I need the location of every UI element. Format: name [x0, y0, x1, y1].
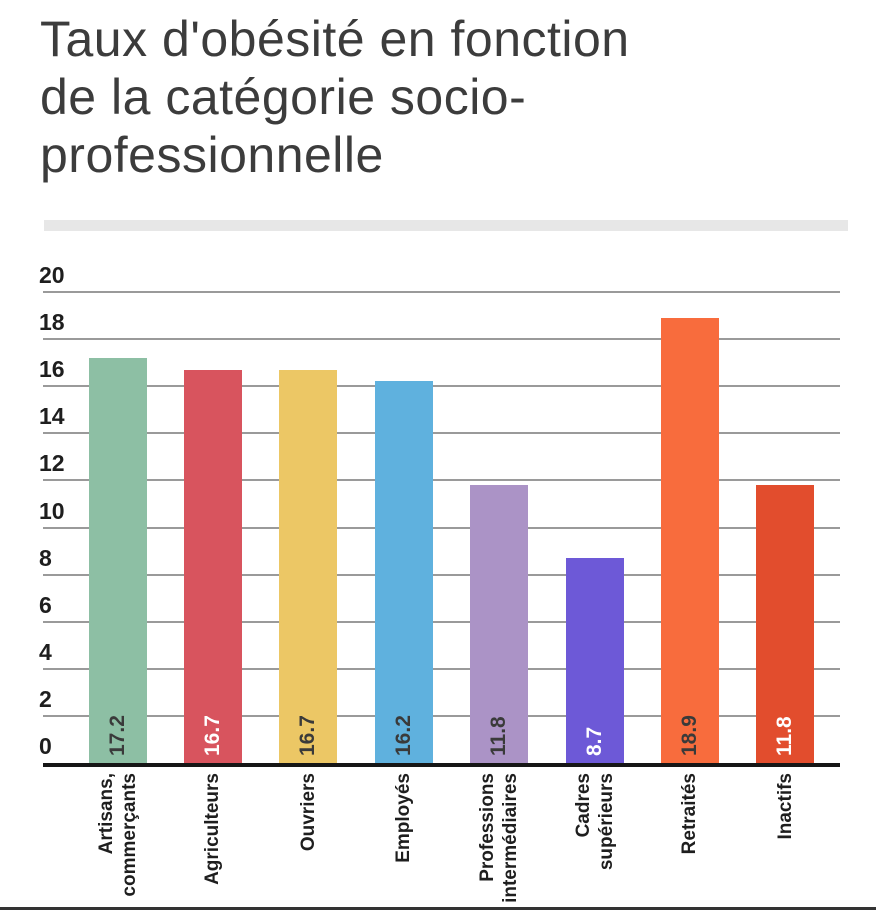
bar: [470, 485, 529, 763]
bar-value-label: 16.2: [391, 715, 415, 756]
x-axis-baseline: [43, 763, 840, 767]
bar-value-label: 16.7: [296, 715, 320, 756]
x-category-label: Artisans, commerçants: [95, 773, 140, 897]
bar-value-label: 17.2: [105, 715, 129, 756]
y-gridline: [43, 667, 840, 670]
y-gridline: [43, 526, 840, 529]
bar: [279, 369, 338, 763]
y-tick-label: 6: [39, 591, 52, 618]
y-gridline: [43, 573, 840, 576]
title-divider: [44, 220, 848, 231]
bar: [374, 381, 433, 763]
y-tick-label: 8: [39, 544, 52, 571]
x-category-label: Inactifs: [774, 773, 796, 840]
y-gridline: [43, 432, 840, 435]
bar: [183, 369, 242, 763]
y-gridline: [43, 714, 840, 717]
x-category-label: Agriculteurs: [202, 773, 224, 885]
y-tick-label: 2: [39, 685, 52, 712]
bar-value-label: 11.8: [487, 716, 511, 756]
bottom-divider: [0, 907, 876, 910]
x-category-label: Employés: [393, 773, 415, 863]
bar-value-label: 8.7: [582, 726, 606, 756]
y-gridline: [43, 385, 840, 388]
y-tick-label: 4: [39, 638, 52, 665]
x-category-label: Ouvriers: [297, 773, 319, 852]
bar-value-label: 18.9: [677, 715, 701, 756]
y-tick-label: 14: [39, 403, 65, 430]
y-tick-label: 20: [39, 262, 65, 288]
x-category-label: Professions intermédiaires: [477, 773, 522, 903]
bar-value-label: 11.8: [773, 716, 797, 756]
y-tick-label: 16: [39, 356, 65, 383]
bar-value-label: 16.7: [200, 715, 224, 756]
y-gridline: [43, 338, 840, 341]
y-tick-label: 0: [39, 733, 52, 759]
x-category-label: Retraités: [679, 773, 701, 855]
chart-title: Taux d'obésité en fonction de la catégor…: [40, 11, 630, 183]
y-gridline: [43, 479, 840, 482]
bar: [88, 357, 147, 763]
bar: [756, 485, 815, 763]
y-gridline: [43, 291, 840, 293]
bar: [660, 317, 719, 763]
x-category-label: Cadres supérieurs: [572, 773, 617, 871]
y-tick-label: 12: [39, 450, 65, 477]
y-tick-label: 10: [39, 497, 65, 524]
y-tick-label: 18: [39, 309, 65, 336]
y-gridline: [43, 620, 840, 623]
bar: [565, 558, 624, 763]
